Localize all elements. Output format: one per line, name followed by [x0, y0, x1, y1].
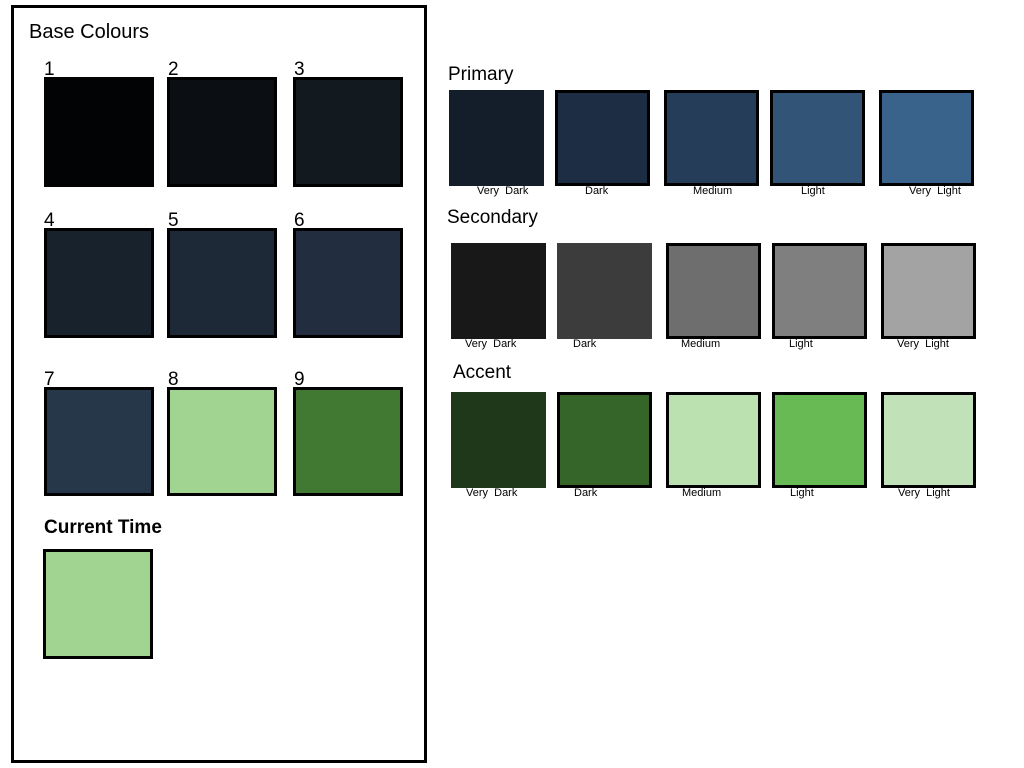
base-swatch-number: 2	[168, 59, 179, 80]
secondary-swatch-very-dark[interactable]	[451, 243, 546, 339]
base-swatch-number: 6	[294, 210, 305, 231]
primary-swatch-very-dark[interactable]	[449, 90, 544, 186]
palette-title-accent: Accent	[453, 362, 512, 383]
base-swatch-number: 5	[168, 210, 179, 231]
swatch-label: Medium	[681, 338, 721, 350]
base-swatch-number: 4	[44, 210, 55, 231]
palette-title-primary: Primary	[448, 64, 514, 85]
secondary-swatch-light[interactable]	[772, 243, 867, 339]
swatch-label: Medium	[693, 185, 733, 197]
swatch-label: Very Light	[897, 338, 949, 350]
base-swatch-number: 1	[44, 59, 55, 80]
primary-swatch-very-light[interactable]	[879, 90, 974, 186]
swatch-label: Light	[790, 487, 814, 499]
secondary-swatch-medium[interactable]	[666, 243, 761, 339]
base-swatch-number: 3	[294, 59, 305, 80]
swatch-label: Medium	[682, 487, 722, 499]
primary-swatch-medium[interactable]	[664, 90, 759, 186]
current-time-label: Current Time	[44, 517, 162, 538]
primary-swatch-light[interactable]	[770, 90, 865, 186]
base-swatch-6[interactable]	[293, 228, 403, 338]
secondary-swatch-dark[interactable]	[557, 243, 652, 339]
base-swatch-8[interactable]	[167, 387, 277, 496]
swatch-label: Very Dark	[477, 185, 529, 197]
base-swatch-number: 9	[294, 369, 305, 390]
base-swatch-5[interactable]	[167, 228, 277, 338]
base-colours-title: Base Colours	[29, 21, 150, 43]
swatch-label: Dark	[585, 185, 609, 197]
swatch-label: Dark	[574, 487, 598, 499]
accent-swatch-very-dark[interactable]	[451, 392, 546, 488]
base-swatch-3[interactable]	[293, 77, 403, 187]
base-colours-panel	[11, 5, 427, 763]
swatch-label: Dark	[573, 338, 597, 350]
base-swatch-number: 7	[44, 369, 55, 390]
base-swatch-9[interactable]	[293, 387, 403, 496]
base-swatch-4[interactable]	[44, 228, 154, 338]
base-swatch-2[interactable]	[167, 77, 277, 187]
current-time-swatch[interactable]	[43, 549, 153, 659]
accent-swatch-very-light[interactable]	[881, 392, 976, 488]
swatch-label: Very Dark	[466, 487, 518, 499]
secondary-swatch-very-light[interactable]	[881, 243, 976, 339]
swatch-label: Light	[801, 185, 825, 197]
base-swatch-number: 8	[168, 369, 179, 390]
swatch-label: Very Light	[909, 185, 961, 197]
palette-title-secondary: Secondary	[447, 207, 538, 228]
swatch-label: Very Dark	[465, 338, 517, 350]
primary-swatch-dark[interactable]	[555, 90, 650, 186]
base-swatch-7[interactable]	[44, 387, 154, 496]
accent-swatch-dark[interactable]	[557, 392, 652, 488]
swatch-label: Light	[789, 338, 813, 350]
base-swatch-1[interactable]	[44, 77, 154, 187]
accent-swatch-medium[interactable]	[666, 392, 761, 488]
accent-swatch-light[interactable]	[772, 392, 867, 488]
swatch-label: Very Light	[898, 487, 950, 499]
